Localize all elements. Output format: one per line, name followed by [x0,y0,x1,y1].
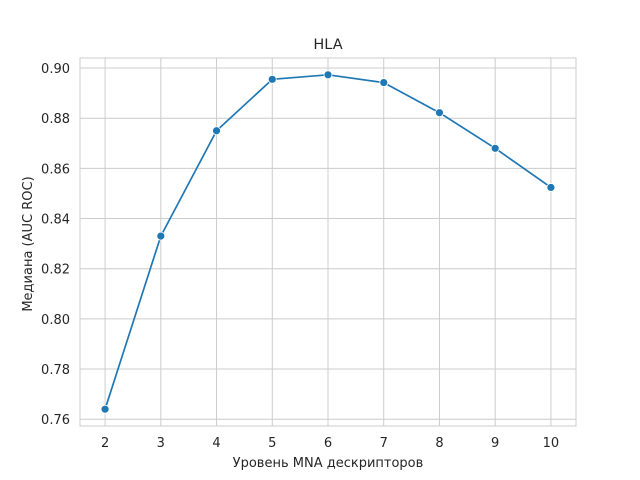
x-tick-label: 7 [380,436,388,451]
y-tick-labels: 0.76 0.78 0.80 0.82 0.84 0.86 0.88 0.90 [41,62,70,428]
grid [80,58,576,426]
y-tick-label: 0.88 [41,112,70,127]
data-point [379,78,389,87]
data-point [267,74,277,84]
data-point [100,404,110,414]
x-tick-label: 5 [268,436,276,451]
x-tick-label: 8 [435,436,443,451]
data-point [546,183,556,192]
y-tick-label: 0.80 [41,313,70,328]
plot-frame [79,57,577,427]
y-tick-label: 0.78 [41,363,70,378]
x-tick-label: 2 [101,436,109,451]
series-layer [100,70,556,414]
data-point [490,143,500,153]
x-tick-label: 4 [212,436,220,451]
y-tick-label: 0.82 [41,263,70,278]
data-point [323,70,333,80]
x-tick-labels: 2 3 4 5 6 7 8 9 10 [101,436,559,451]
x-tick-label: 10 [543,436,560,451]
y-tick-label: 0.90 [41,62,70,77]
data-point [435,108,444,118]
x-tick-label: 3 [157,436,165,451]
y-tick-label: 0.76 [41,413,70,428]
y-tick-label: 0.84 [41,213,70,228]
x-tick-label: 6 [324,436,332,451]
y-axis-label: Медиана (AUC ROC) [21,176,36,311]
y-tick-label: 0.86 [41,162,70,177]
data-point [212,126,221,136]
x-axis-label: Уровень MNA дескрипторов [233,456,424,471]
x-tick-label: 9 [491,436,499,451]
data-point [156,231,166,241]
chart-title: HLA [313,37,342,53]
